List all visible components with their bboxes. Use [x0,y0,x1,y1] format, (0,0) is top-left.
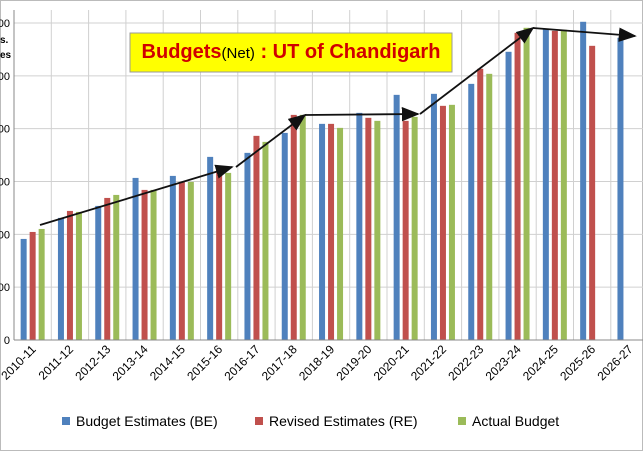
bar [430,93,437,340]
bar [542,28,549,340]
bar [468,83,475,340]
bar [374,120,381,340]
y-tick-label: 1000 [0,282,10,294]
chart-title: Budgets(Net) : UT of Chandigarh [142,41,441,63]
y-tick-label: 6000 [0,18,10,30]
bar [365,117,372,340]
bar [580,21,587,341]
bar [38,228,45,340]
bar [104,197,111,340]
y-tick-label: 2000 [0,229,10,241]
bar [225,172,232,340]
bar [617,37,624,340]
bar [132,177,139,340]
bar [393,94,400,340]
bar [551,30,558,340]
bar [141,189,148,340]
bar [281,132,288,340]
bar [150,189,157,340]
y-tick-label: 0 [4,335,10,347]
bar [95,205,102,340]
bar [356,112,363,340]
y-tick-label: 3000 [0,177,10,189]
legend-label: Actual Budget [472,413,559,429]
bar [187,181,194,340]
bar [57,217,64,340]
bar [328,123,335,341]
y-tick-label: 4000 [0,124,10,136]
bar [290,114,297,340]
trend-arrows [39,26,637,226]
bar [439,105,446,340]
bar [560,29,567,341]
bar [113,194,120,340]
bar [216,169,223,340]
bar [477,68,484,340]
y-axis-label: s. [0,35,9,46]
bar [514,32,521,341]
bar [523,27,530,341]
title-box [129,32,453,73]
bar [319,123,326,341]
legend-swatch [255,417,263,425]
y-axis-label: es [0,50,12,61]
bar [66,210,73,340]
bar [75,211,82,340]
bar [337,127,344,340]
title-part: (Net) [222,45,255,62]
bar [29,231,36,340]
title-part: Budgets [142,41,222,63]
bar [244,152,251,340]
legend-swatch [458,417,466,425]
bar [486,73,493,340]
legend-label: Revised Estimates (RE) [269,413,418,429]
bar [178,181,185,340]
bar [207,156,214,340]
title-part: : UT of Chandigarh [255,41,441,63]
bar [262,141,269,340]
bar [169,175,176,340]
bar [589,45,596,340]
bar [402,120,409,340]
legend-swatch [62,417,70,425]
y-tick-label: 5000 [0,71,10,83]
bar [448,104,455,340]
bar [411,116,418,341]
bar [20,238,27,340]
legend-label: Budget Estimates (BE) [76,413,218,429]
bar [299,114,306,340]
bar [253,135,260,340]
bar [505,51,512,341]
